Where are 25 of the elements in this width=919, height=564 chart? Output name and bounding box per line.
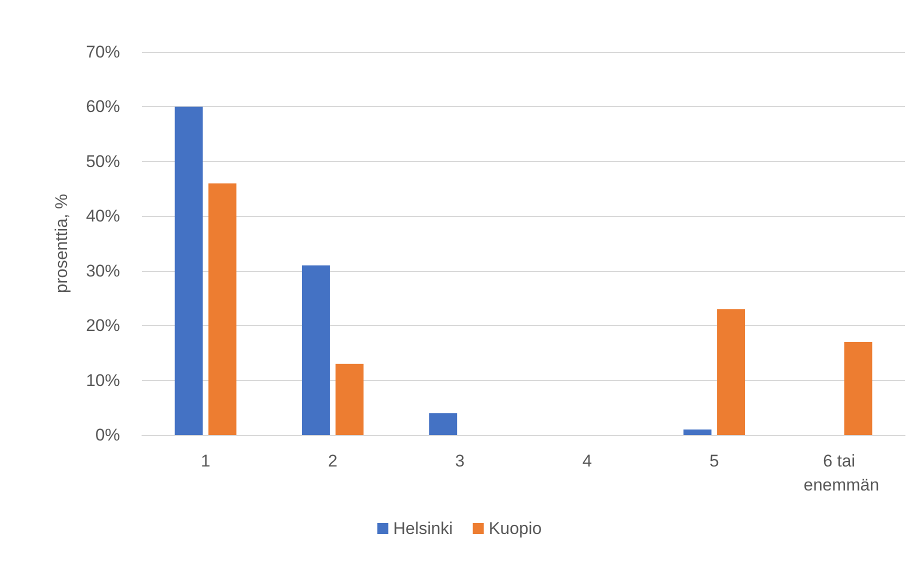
x-tick-label: 6 tai enemmän [804, 452, 880, 494]
y-axis-title: prosenttia, % [52, 194, 71, 294]
y-tick-label: 10% [86, 370, 120, 390]
legend-label: Kuopio [488, 519, 542, 538]
y-tick-label: 30% [86, 261, 120, 280]
y-tick-label: 40% [86, 206, 120, 226]
x-tick-label: 3 [455, 452, 465, 470]
bar [174, 106, 203, 435]
bar [717, 309, 746, 435]
y-tick-label: 60% [86, 97, 120, 116]
y-tick-label: 50% [86, 152, 120, 171]
y-tick-label: 70% [86, 42, 120, 62]
legend-label: Helsinki [393, 519, 453, 538]
x-tick-label: 5 [710, 452, 719, 470]
x-tick-label: 1 [200, 452, 210, 470]
y-tick-label: 20% [86, 316, 120, 336]
bar [844, 342, 872, 435]
y-tick-label: 0% [95, 426, 120, 444]
x-tick-label: 2 [328, 452, 338, 470]
bar [429, 413, 458, 435]
bar [208, 183, 236, 435]
x-tick-label: 4 [582, 452, 592, 470]
bar [683, 430, 712, 435]
bar [336, 364, 364, 435]
bar [302, 265, 330, 435]
